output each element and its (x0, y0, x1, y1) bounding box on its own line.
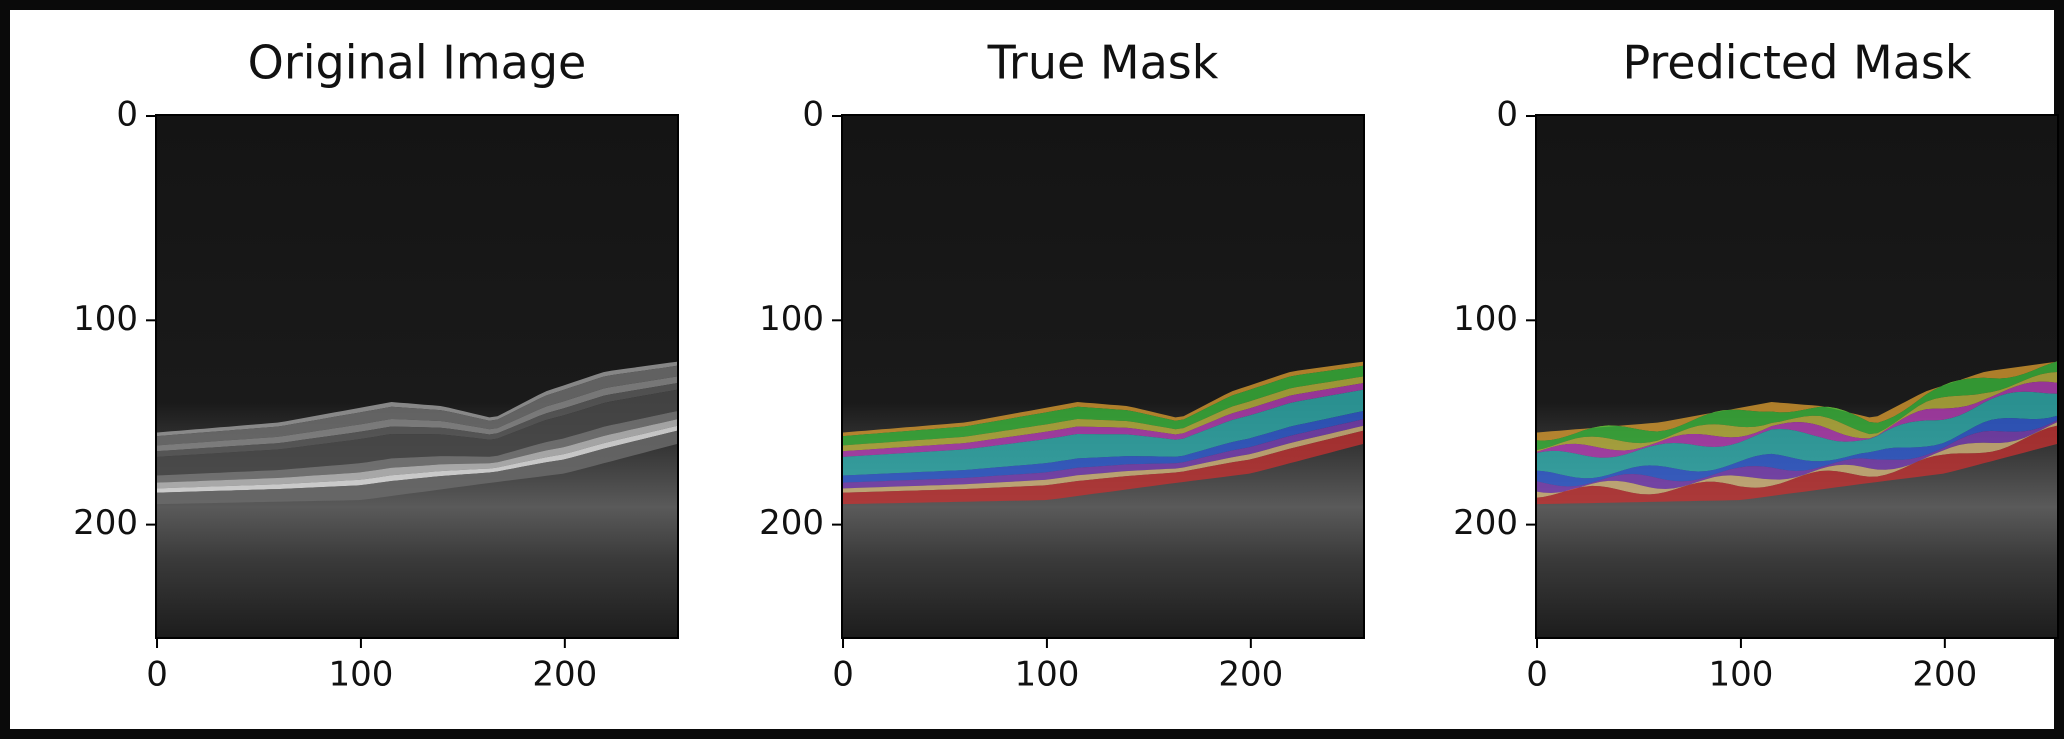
image (156, 115, 678, 638)
x-tick-label: 200 (1912, 655, 1977, 695)
image (1536, 115, 2058, 638)
y-tick-label: 100 (759, 299, 824, 339)
subplot: Original Image 0 100 200 0 100 200 (73, 36, 679, 695)
retina-layer (156, 376, 677, 452)
retina-layer (1536, 391, 2057, 479)
retina-layer (1536, 425, 2057, 505)
subplot-title: Predicted Mask (1622, 36, 1971, 90)
x-tick-label: 100 (328, 655, 393, 695)
x-tick-label: 0 (1526, 655, 1548, 695)
retina-layer (156, 365, 677, 446)
subplot: Predicted Mask 0 100 200 0 100 200 (1453, 36, 2059, 695)
retina-layer (842, 383, 1363, 457)
x-tick-label: 100 (1708, 655, 1773, 695)
y-tick-label: 200 (73, 503, 138, 543)
retina-layer (842, 411, 1363, 483)
retina-layer (156, 361, 677, 437)
image (842, 115, 1364, 638)
y-tick-label: 0 (1496, 95, 1518, 135)
axes-frame (841, 114, 1365, 639)
retina-layer (156, 430, 677, 505)
y-tick-label: 100 (1453, 299, 1518, 339)
subplot-title: True Mask (987, 36, 1219, 90)
axes-frame (155, 114, 679, 639)
retina-layer (156, 411, 677, 483)
subplot-title: Original Image (248, 36, 587, 90)
retina-layer (156, 383, 677, 457)
x-tick-label: 200 (1218, 655, 1283, 695)
x-tick-label: 100 (1014, 655, 1079, 695)
retina-layer (156, 419, 677, 489)
retina-layer (842, 389, 1363, 476)
retina-layer (1536, 372, 2057, 453)
retina-layer (156, 389, 677, 476)
retina-layer (842, 430, 1363, 505)
retina-layer (1536, 361, 2057, 441)
x-tick-label: 0 (146, 655, 168, 695)
y-tick-label: 0 (802, 95, 824, 135)
y-tick-label: 0 (116, 95, 138, 135)
subplot: True Mask 0 100 200 0 100 200 (759, 36, 1365, 695)
y-tick-label: 200 (1453, 503, 1518, 543)
y-tick-label: 200 (759, 503, 824, 543)
retina-layer (842, 365, 1363, 446)
retina-layer (842, 376, 1363, 452)
retina-layer (1536, 415, 2057, 487)
retina-layer (1536, 381, 2057, 458)
y-tick-label: 100 (73, 299, 138, 339)
retina-layer (842, 419, 1363, 489)
retina-layer (842, 361, 1363, 437)
x-tick-label: 200 (532, 655, 597, 695)
x-tick-label: 0 (832, 655, 854, 695)
axes-frame (1535, 114, 2059, 639)
